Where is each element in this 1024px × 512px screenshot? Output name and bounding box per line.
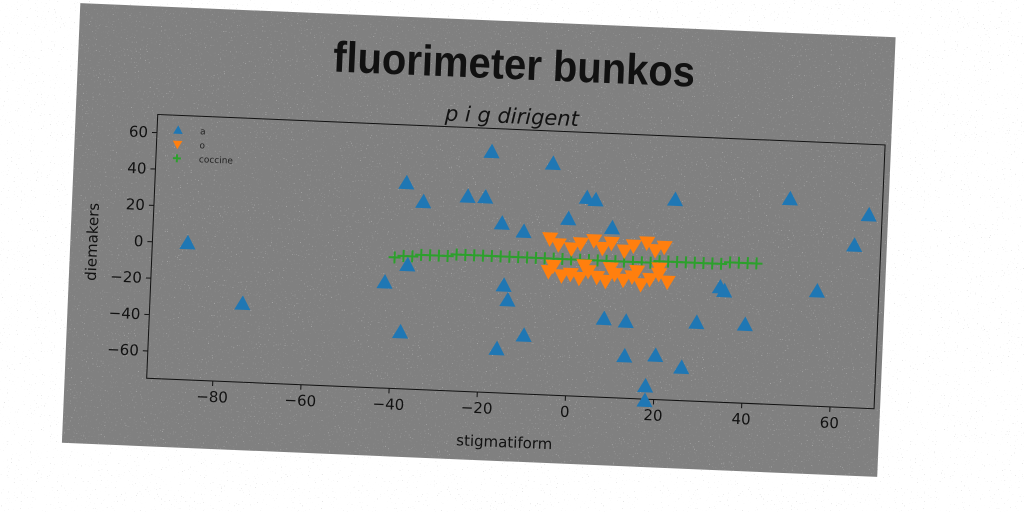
y-tick-label: −20 <box>110 267 142 286</box>
legend-label: o <box>199 141 205 151</box>
legend-label: a <box>200 127 206 137</box>
y-axis-label: diemakers <box>82 202 103 281</box>
x-tick-label: −80 <box>196 387 228 406</box>
y-tick-label: −60 <box>107 340 139 359</box>
x-tick-label: −20 <box>460 398 492 417</box>
figure: fluorimeter bunkos p i g dirigent −80 −60… <box>62 3 896 477</box>
legend-label: coccine <box>199 155 234 166</box>
y-tick-label: −40 <box>108 304 140 323</box>
x-tick-label: 20 <box>643 406 663 425</box>
x-tick-label: −40 <box>372 395 404 414</box>
y-tick-label: 40 <box>127 159 147 178</box>
x-tick-label: 0 <box>560 403 570 421</box>
x-tick-label: −60 <box>284 391 316 410</box>
y-tick-label: 0 <box>133 232 143 250</box>
x-tick-label: 60 <box>819 413 839 432</box>
x-tick-label: 40 <box>731 410 751 429</box>
y-tick-label: 60 <box>129 122 149 141</box>
y-tick-label: 20 <box>125 195 145 214</box>
